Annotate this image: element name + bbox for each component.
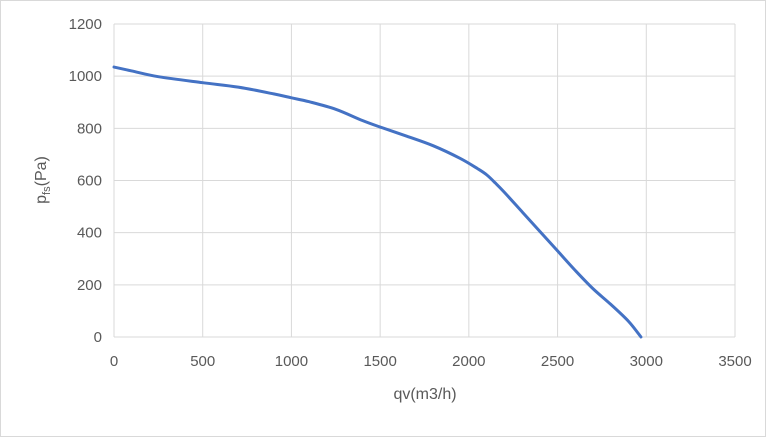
x-tick-label: 1000 xyxy=(275,353,308,370)
x-tick-labels: 0 500 1000 1500 2000 2500 3000 3500 xyxy=(110,353,752,370)
y-tick-label: 1000 xyxy=(69,68,102,85)
x-axis-title: qv(m3/h) xyxy=(393,386,456,403)
y-axis-title: pfs(Pa) xyxy=(33,156,53,204)
x-tick-label: 0 xyxy=(110,353,118,370)
y-axis-title-main: p xyxy=(33,195,50,204)
x-tick-label: 3000 xyxy=(630,353,663,370)
y-tick-label: 800 xyxy=(77,120,102,137)
x-tick-label: 500 xyxy=(190,353,215,370)
y-tick-label: 0 xyxy=(94,329,102,346)
y-axis-title-subscript: fs xyxy=(41,186,53,195)
x-tick-label: 2000 xyxy=(452,353,485,370)
series-line-0 xyxy=(112,65,643,339)
series-group xyxy=(112,65,643,339)
x-tick-label: 1500 xyxy=(363,353,396,370)
y-tick-label: 600 xyxy=(77,173,102,190)
y-axis-title-unit: (Pa) xyxy=(33,156,50,186)
y-tick-label: 200 xyxy=(77,277,102,294)
x-tick-label: 2500 xyxy=(541,353,574,370)
x-tick-label: 3500 xyxy=(718,353,751,370)
y-tick-labels: 0 200 400 600 800 1000 1200 xyxy=(69,16,102,346)
y-tick-label: 1200 xyxy=(69,16,102,33)
y-tick-label: 400 xyxy=(77,225,102,242)
gridlines xyxy=(113,23,736,338)
